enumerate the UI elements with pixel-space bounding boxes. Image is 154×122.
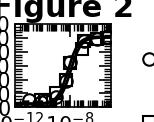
$\alpha_{IIb}\beta_3$ <box>44 99 46 101</box>
$\alpha_v\beta_3$ <box>28 99 30 101</box>
$\alpha_{IIb}\beta_3$ <box>69 62 71 64</box>
$\alpha_{IIb}\beta_3$ <box>96 38 98 40</box>
Text: Figure 2: Figure 2 <box>0 0 134 23</box>
$\alpha_v\beta_3$ <box>41 101 42 103</box>
$\alpha_v\beta_3$ <box>69 62 71 63</box>
$\alpha_{IIb}\beta_3$ <box>41 100 42 101</box>
Line: $\alpha_{IIb}\beta_3$: $\alpha_{IIb}\beta_3$ <box>35 32 113 107</box>
$\alpha_v\beta_3$ <box>106 37 108 38</box>
$\alpha_v\beta_3$ <box>96 39 98 40</box>
$\alpha_v\beta_3$ <box>65 80 67 82</box>
Legend: $\alpha_v\beta_3$, $\alpha_{IIb}\beta_3$: $\alpha_v\beta_3$, $\alpha_{IIb}\beta_3$ <box>116 37 154 122</box>
$\alpha_{IIb}\beta_3$ <box>81 49 83 50</box>
$\alpha_{IIb}\beta_3$ <box>106 37 108 39</box>
$\alpha_v\beta_3$ <box>55 96 57 98</box>
$\alpha_v\beta_3$ <box>83 40 85 42</box>
$\alpha_{IIb}\beta_3$ <box>55 93 57 94</box>
$\alpha_{IIb}\beta_3$ <box>83 41 85 42</box>
$\alpha_{IIb}\beta_3$ <box>65 80 67 81</box>
$\alpha_v\beta_3$ <box>44 100 46 102</box>
Line: $\alpha_v\beta_3$: $\alpha_v\beta_3$ <box>23 31 113 108</box>
